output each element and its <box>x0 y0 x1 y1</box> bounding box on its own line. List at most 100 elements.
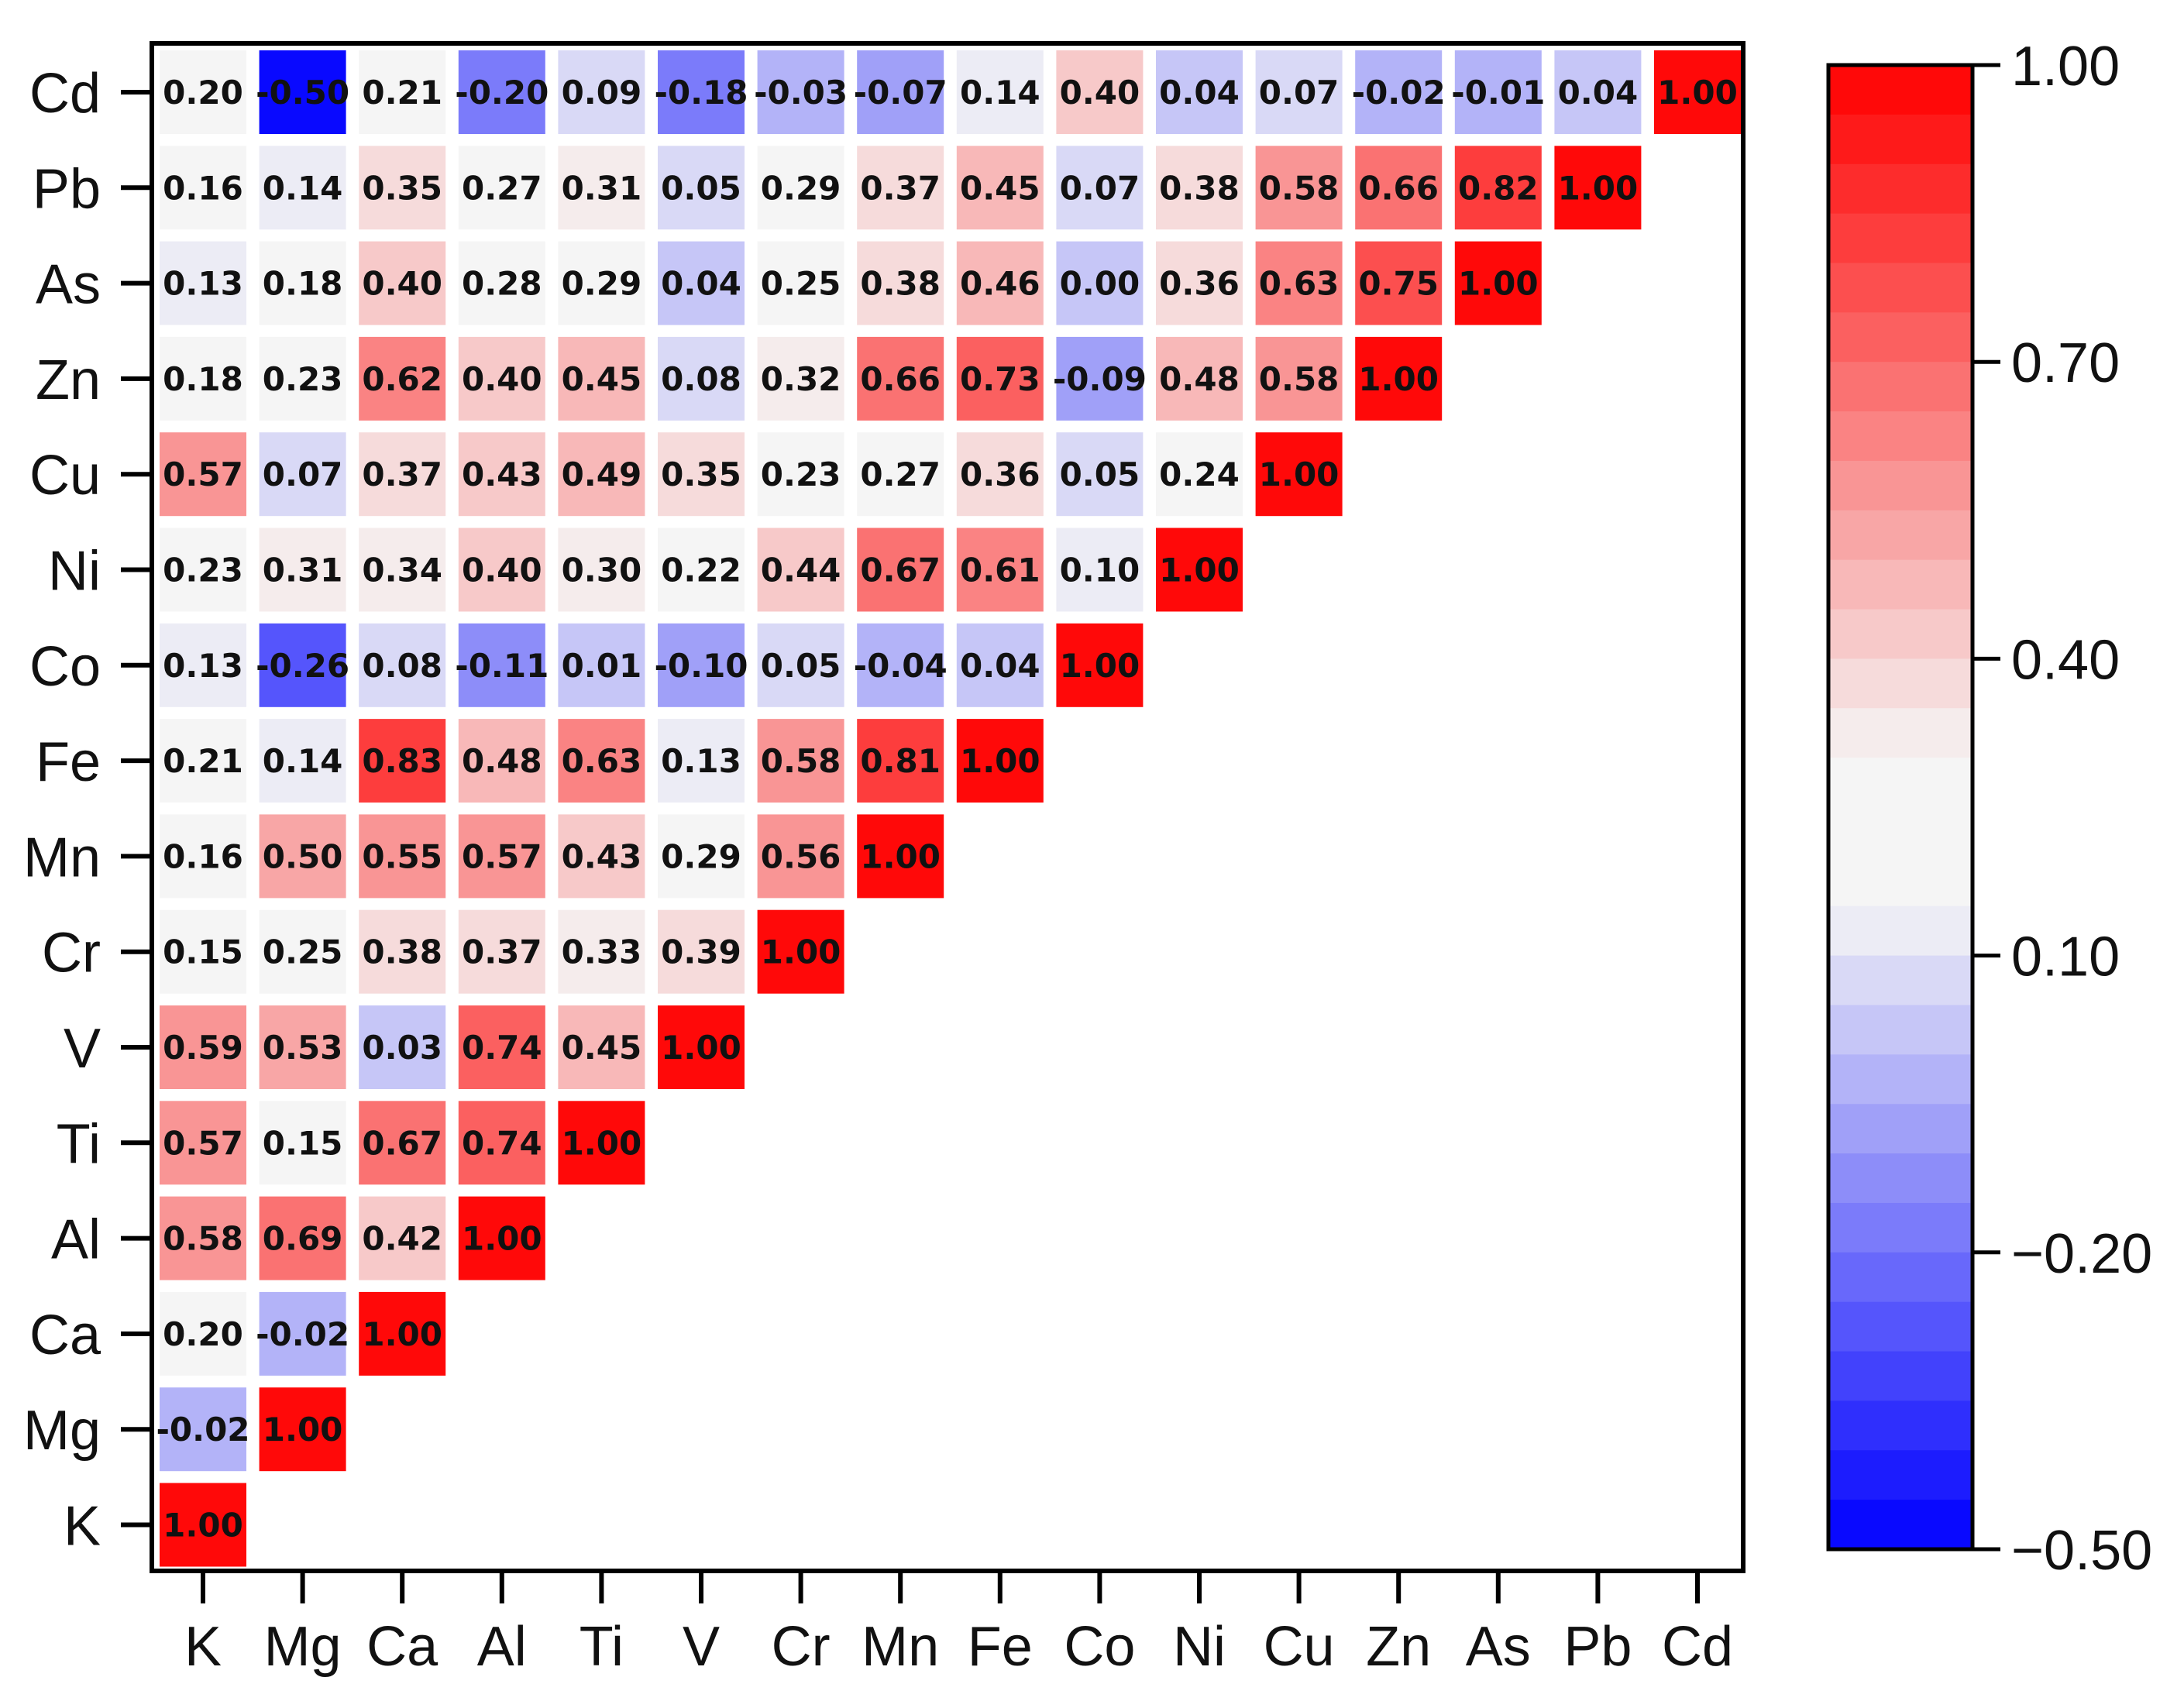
heatmap-cell: -0.02 <box>156 1387 250 1472</box>
heatmap-cell-fill <box>857 814 944 899</box>
heatmap-cell: 0.23 <box>757 432 844 517</box>
cell-value-label: 0.55 <box>362 837 442 875</box>
y-tick-label: V <box>64 1018 101 1080</box>
x-tick-label: Mn <box>862 1616 939 1678</box>
heatmap-cell: 0.04 <box>1554 50 1642 134</box>
heatmap-cell-fill <box>857 146 944 230</box>
cell-value-label: 0.23 <box>263 360 343 398</box>
cell-value-label: 1.00 <box>761 933 841 971</box>
colorbar-step <box>1828 1400 1972 1451</box>
x-tick-label: V <box>683 1616 720 1678</box>
heatmap-cell: 0.20 <box>160 50 246 134</box>
cell-value-label: 1.00 <box>562 1124 642 1162</box>
cell-value-label: 0.62 <box>362 360 442 398</box>
y-tick-label: Co <box>29 636 101 698</box>
cell-value-label: 0.13 <box>163 647 243 685</box>
cell-value-label: 0.33 <box>562 933 642 971</box>
cell-value-label: -0.02 <box>1352 74 1446 112</box>
heatmap-cell: 0.74 <box>458 1005 545 1089</box>
colorbar-step <box>1828 362 1972 412</box>
heatmap-cell-fill <box>658 50 745 134</box>
cell-value-label: 0.48 <box>1159 360 1240 398</box>
heatmap-cell-fill <box>160 336 246 421</box>
heatmap-cell-fill <box>956 623 1044 707</box>
heatmap-cell: 0.40 <box>1056 50 1144 134</box>
heatmap-cell-fill <box>1156 432 1243 517</box>
y-tick-label: Ca <box>29 1304 101 1366</box>
heatmap-cell-fill <box>359 909 446 994</box>
heatmap-cell: 1.00 <box>1156 528 1243 612</box>
heatmap-cell: 0.29 <box>658 814 745 899</box>
colorbar-tick-label: 0.10 <box>2011 926 2120 988</box>
colorbar-step <box>1828 114 1972 165</box>
cell-value-label: 0.43 <box>562 837 642 875</box>
heatmap-cell-fill <box>1654 50 1741 134</box>
heatmap-cell: 0.05 <box>658 146 745 230</box>
cell-value-label: 0.38 <box>362 933 442 971</box>
heatmap-cell: 0.57 <box>160 432 246 517</box>
heatmap-cell: 0.37 <box>458 909 545 994</box>
heatmap-cell-fill <box>558 146 645 230</box>
heatmap-cell-fill <box>458 1005 545 1089</box>
heatmap-cell-fill <box>1056 336 1144 421</box>
cell-value-label: 0.31 <box>562 169 642 207</box>
heatmap-cell-fill <box>1255 146 1343 230</box>
cell-value-label: -0.20 <box>455 74 549 112</box>
heatmap-cell-fill <box>160 432 246 517</box>
cell-value-label: 0.45 <box>960 169 1040 207</box>
heatmap-cell-fill <box>757 336 844 421</box>
heatmap-cell: 0.42 <box>359 1196 446 1280</box>
cell-value-label: 0.37 <box>462 933 542 971</box>
cell-value-label: 0.57 <box>462 837 542 875</box>
heatmap-cell-fill <box>160 1387 246 1472</box>
heatmap-cell: 0.36 <box>1156 241 1243 325</box>
heatmap-cell: 1.00 <box>259 1387 346 1472</box>
cell-value-label: 0.67 <box>860 552 941 589</box>
cell-value-label: 0.58 <box>761 742 841 780</box>
cell-value-label: 0.38 <box>860 265 941 303</box>
heatmap-cell: 0.13 <box>160 241 246 325</box>
heatmap-cell: 0.58 <box>757 719 844 803</box>
heatmap-cell-fill <box>458 241 545 325</box>
heatmap-cell-fill <box>757 50 844 134</box>
heatmap-cell-fill <box>857 241 944 325</box>
heatmap-cell-fill <box>1156 528 1243 612</box>
heatmap-cell-fill <box>458 1101 545 1185</box>
y-axis: Cd Pb As Zn Cu Ni Co Fe Mn Cr V Ti Al Ca Mg K <box>23 63 152 1558</box>
cell-value-label: 0.66 <box>860 360 941 398</box>
heatmap-cell-fill <box>359 623 446 707</box>
heatmap-cell-fill <box>259 1101 346 1185</box>
cell-value-label: 0.36 <box>960 455 1040 493</box>
heatmap-cell-fill <box>359 719 446 803</box>
heatmap-cell: 0.43 <box>558 814 645 899</box>
cell-value-label: 0.49 <box>562 455 642 493</box>
heatmap-cell: 0.35 <box>658 432 745 517</box>
heatmap-cell-fill <box>658 432 745 517</box>
cell-value-label: 0.07 <box>263 455 343 493</box>
heatmap-cell-fill <box>1056 50 1144 134</box>
cell-value-label: 0.40 <box>362 265 442 303</box>
cell-value-label: 0.57 <box>163 1124 243 1162</box>
heatmap-cell-fill <box>160 50 246 134</box>
cell-value-label: 1.00 <box>1259 455 1340 493</box>
heatmap-cell: 0.49 <box>558 432 645 517</box>
cell-value-label: 0.74 <box>462 1029 542 1067</box>
cell-value-label: 0.83 <box>362 742 442 780</box>
cell-value-label: 0.30 <box>562 552 642 589</box>
cell-value-label: -0.10 <box>654 647 748 685</box>
cell-value-label: 0.23 <box>163 552 243 589</box>
heatmap-cell-fill <box>458 146 545 230</box>
cell-value-label: 0.21 <box>163 742 243 780</box>
y-tick-label: Ni <box>48 541 101 603</box>
heatmap-cell-fill <box>558 241 645 325</box>
cell-value-label: 0.04 <box>960 647 1040 685</box>
cell-value-label: 0.29 <box>761 169 841 207</box>
heatmap-cell-fill <box>956 432 1044 517</box>
heatmap-cell: -0.02 <box>1352 50 1446 134</box>
cell-value-label: 0.22 <box>661 552 741 589</box>
x-tick-label: Cr <box>772 1616 831 1678</box>
heatmap-cell-fill <box>956 50 1044 134</box>
heatmap-cell-fill <box>558 432 645 517</box>
cell-value-label: 0.23 <box>761 455 841 493</box>
x-tick-label: Ti <box>580 1616 624 1678</box>
